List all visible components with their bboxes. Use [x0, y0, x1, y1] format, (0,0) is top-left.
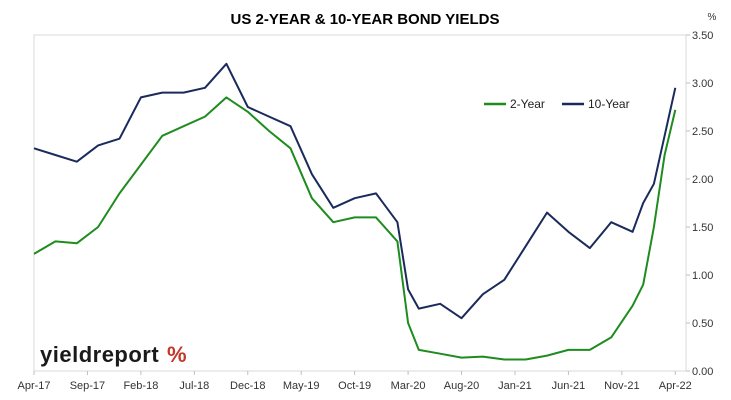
x-tick-label: Jan-21 [498, 380, 532, 392]
y-tick-label: 0.50 [692, 318, 713, 330]
y-tick-label: 3.00 [692, 78, 713, 90]
x-axis: Apr-17 Sep-17 Feb-18 Jul-18 Dec-18 May-19 Oct-… [17, 371, 692, 392]
y-axis: 0.00 0.50 1.00 1.50 2.00 2.50 3.00 3.50 [686, 30, 713, 378]
x-tick-label: Apr-17 [17, 380, 50, 392]
brand-name: yieldreport [40, 342, 159, 367]
x-tick-label: Jul-18 [179, 380, 209, 392]
y-tick-label: 0.00 [692, 366, 713, 378]
legend-label-10-year: 10-Year [588, 97, 630, 111]
series-line-2-year [33, 96, 677, 361]
y-tick-label: 2.50 [692, 126, 713, 138]
y-tick-label: 2.00 [692, 174, 713, 186]
x-tick-label: Oct-19 [338, 380, 371, 392]
legend-label-2-year: 2-Year [510, 97, 545, 111]
x-tick-label: May-19 [283, 380, 320, 392]
y-tick-label: 1.50 [692, 222, 713, 234]
brand-logo: yieldreport % [40, 342, 187, 367]
x-tick-label: Dec-18 [230, 380, 265, 392]
x-tick-label: Aug-20 [444, 380, 479, 392]
x-tick-label: Feb-18 [123, 380, 158, 392]
y-tick-label: 3.50 [692, 30, 713, 42]
series-line-10-year [33, 62, 677, 320]
y-axis-unit-label: % [708, 12, 717, 23]
x-tick-label: Jun-21 [552, 380, 586, 392]
legend: 2-Year 10-Year [484, 97, 630, 111]
brand-percent-icon: % [167, 342, 187, 367]
y-tick-label: 1.00 [692, 270, 713, 282]
x-tick-label: Nov-21 [604, 380, 639, 392]
plot-area [33, 34, 687, 372]
x-tick-label: Apr-22 [659, 380, 692, 392]
x-tick-label: Mar-20 [391, 380, 426, 392]
x-tick-label: Sep-17 [70, 380, 105, 392]
series-group [33, 62, 677, 361]
chart-title: US 2-YEAR & 10-YEAR BOND YIELDS [231, 11, 500, 28]
